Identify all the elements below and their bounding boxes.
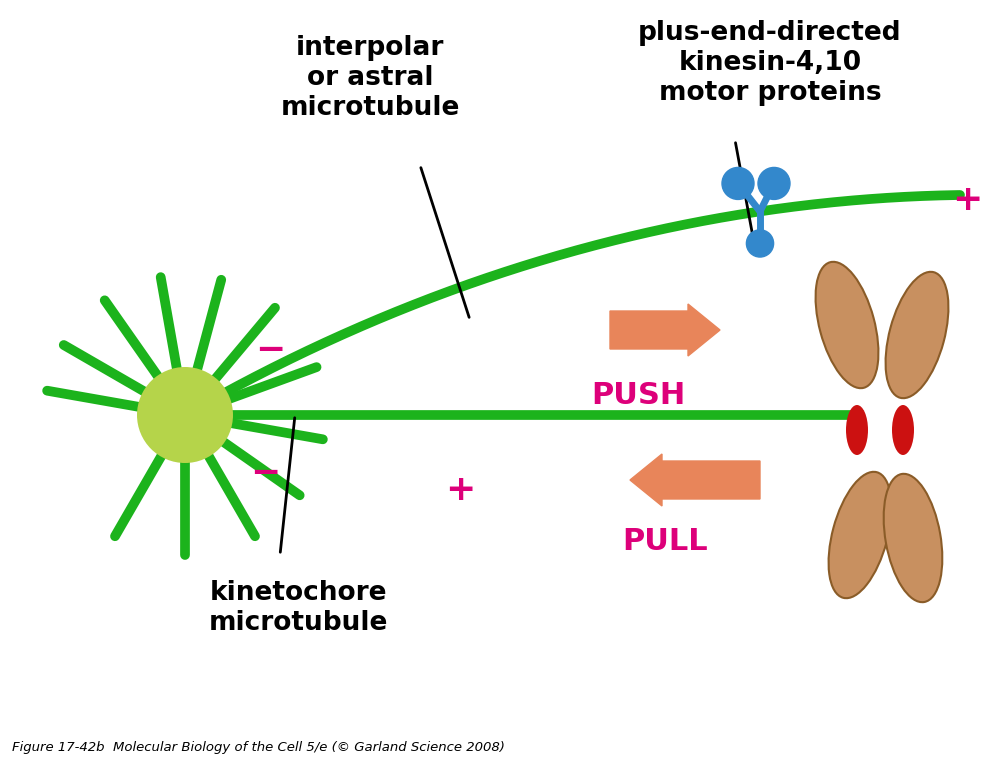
Text: +: + bbox=[444, 473, 475, 507]
Text: PUSH: PUSH bbox=[591, 381, 685, 409]
Circle shape bbox=[758, 168, 790, 199]
Ellipse shape bbox=[828, 472, 892, 598]
Text: interpolar
or astral
microtubule: interpolar or astral microtubule bbox=[281, 35, 459, 121]
FancyArrow shape bbox=[610, 304, 720, 356]
Circle shape bbox=[722, 168, 754, 199]
Ellipse shape bbox=[892, 405, 914, 455]
Ellipse shape bbox=[843, 408, 923, 452]
Circle shape bbox=[137, 367, 233, 463]
Ellipse shape bbox=[846, 405, 868, 455]
Circle shape bbox=[746, 230, 774, 257]
Ellipse shape bbox=[886, 272, 948, 398]
Text: +: + bbox=[951, 183, 982, 217]
Text: plus-end-directed
kinesin-4,10
motor proteins: plus-end-directed kinesin-4,10 motor pro… bbox=[638, 20, 902, 106]
Text: −: − bbox=[255, 333, 285, 367]
FancyArrow shape bbox=[630, 454, 760, 506]
Ellipse shape bbox=[815, 262, 879, 388]
Text: −: − bbox=[250, 456, 280, 490]
Text: Figure 17-42b  Molecular Biology of the Cell 5/e (© Garland Science 2008): Figure 17-42b Molecular Biology of the C… bbox=[12, 741, 505, 754]
Text: PULL: PULL bbox=[622, 527, 708, 557]
Text: kinetochore
microtubule: kinetochore microtubule bbox=[208, 580, 388, 636]
Ellipse shape bbox=[884, 474, 942, 602]
